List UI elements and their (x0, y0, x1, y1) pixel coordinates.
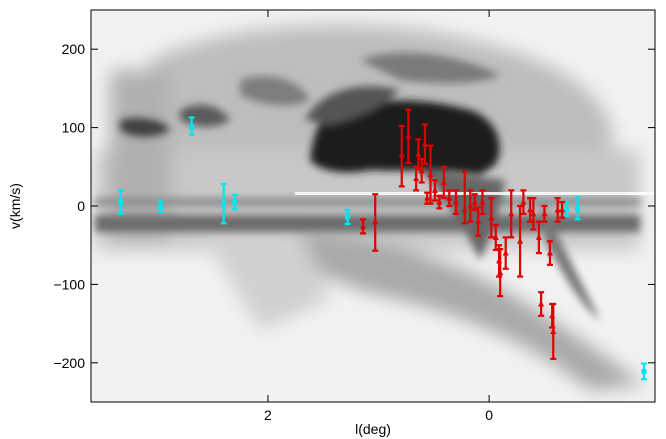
data-point-triangle (427, 171, 434, 178)
data-point-square (575, 205, 581, 211)
data-point-square (564, 206, 570, 212)
axes: 200 100 0 −100 −200 2 0 (53, 10, 655, 423)
data-point-triangle (446, 194, 453, 201)
data-point-triangle (549, 312, 556, 319)
data-point-triangle (398, 151, 405, 158)
data-point-triangle (530, 210, 537, 217)
data-point-triangle (554, 206, 561, 213)
y-tick-label: −200 (53, 355, 85, 371)
data-point-square (232, 199, 238, 205)
data-point-square (189, 124, 195, 130)
y-tick-label: 200 (62, 41, 86, 57)
data-point-triangle (424, 194, 431, 201)
data-point-triangle (496, 257, 503, 264)
data-point-triangle (405, 132, 412, 139)
data-markers (118, 124, 647, 374)
data-point-triangle (360, 222, 367, 229)
data-point-square (221, 201, 227, 207)
data-point-triangle (546, 249, 553, 256)
data-point-triangle (479, 198, 486, 205)
data-point-triangle (413, 175, 420, 182)
y-axis-title: v(km/s) (7, 183, 23, 229)
data-point-triangle (492, 233, 499, 240)
data-point-triangle (467, 202, 474, 209)
data-point-triangle (517, 237, 524, 244)
data-point-triangle (508, 210, 515, 217)
data-point-triangle (520, 198, 527, 205)
data-point-triangle (502, 249, 509, 256)
data-point-triangle (559, 206, 566, 213)
x-tick-label: 0 (485, 407, 493, 423)
data-point-square (158, 204, 164, 210)
data-point-triangle (372, 218, 379, 225)
data-point-square (641, 368, 647, 374)
x-axis-title: l(deg) (355, 421, 391, 437)
data-point-triangle (475, 218, 482, 225)
data-point-triangle (421, 140, 428, 147)
data-point-square (118, 199, 124, 205)
data-point-triangle (538, 300, 545, 307)
data-point-triangle (488, 214, 495, 221)
emission-background (91, 10, 655, 402)
data-point-triangle (535, 233, 542, 240)
y-tick-label: −100 (53, 276, 85, 292)
data-point-triangle (527, 206, 534, 213)
data-point-triangle (471, 198, 478, 205)
x-tick-label: 2 (264, 407, 272, 423)
data-point-triangle (550, 327, 557, 334)
data-point-triangle (418, 167, 425, 174)
data-point-triangle (452, 198, 459, 205)
data-point-triangle (541, 210, 548, 217)
data-point-triangle (461, 206, 468, 213)
data-point-triangle (497, 269, 504, 276)
data-point-square (345, 214, 351, 220)
data-point-triangle (415, 150, 422, 157)
data-point-triangle (431, 186, 438, 193)
data-point-triangle (436, 198, 443, 205)
y-tick-label: 100 (62, 120, 86, 136)
data-point-triangle (440, 178, 447, 185)
y-tick-label: 0 (77, 198, 85, 214)
